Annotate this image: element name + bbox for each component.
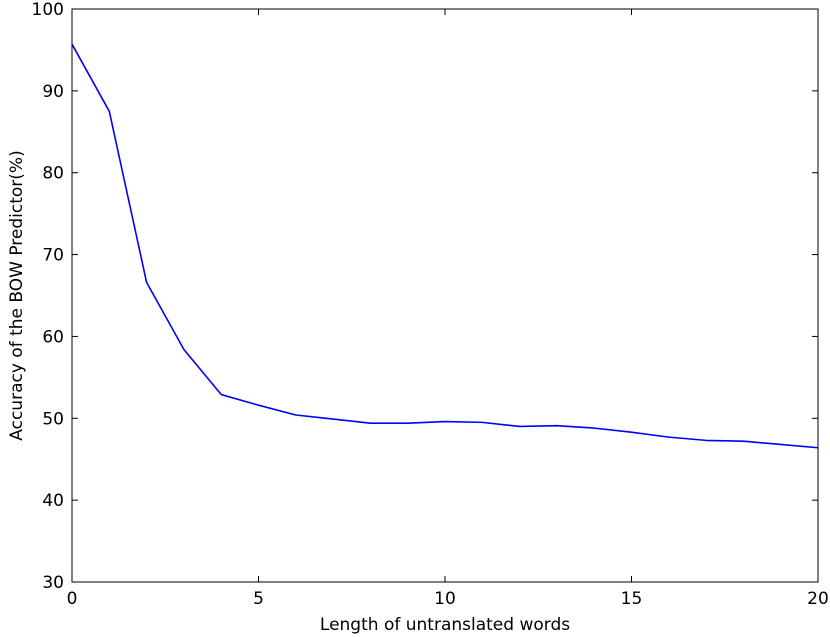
series-layer <box>71 43 819 449</box>
x-tick-label: 20 <box>807 589 829 609</box>
x-tick-label: 0 <box>67 589 78 609</box>
y-tick-label: 60 <box>42 327 64 347</box>
ticks-layer <box>71 8 819 583</box>
y-tick-label: 70 <box>42 246 64 266</box>
y-tick-label: 100 <box>32 0 64 20</box>
series-line <box>71 43 819 449</box>
y-axis-label: Accuracy of the BOW Predictor(%) <box>7 150 27 440</box>
x-tick-label: 10 <box>434 589 456 609</box>
y-tick-label: 50 <box>42 409 64 429</box>
x-tick-label: 15 <box>621 589 643 609</box>
tick-labels-layer: 0 5 10 15 20 30 40 50 60 70 80 90 100 <box>32 0 829 609</box>
x-tick-label: 5 <box>253 589 264 609</box>
y-tick-label: 40 <box>42 491 64 511</box>
plot-frame <box>71 8 819 583</box>
y-tick-label: 80 <box>42 164 64 184</box>
x-axis-label: Length of untranslated words <box>320 615 570 635</box>
y-tick-label: 90 <box>42 82 64 102</box>
y-tick-label: 30 <box>42 573 64 593</box>
